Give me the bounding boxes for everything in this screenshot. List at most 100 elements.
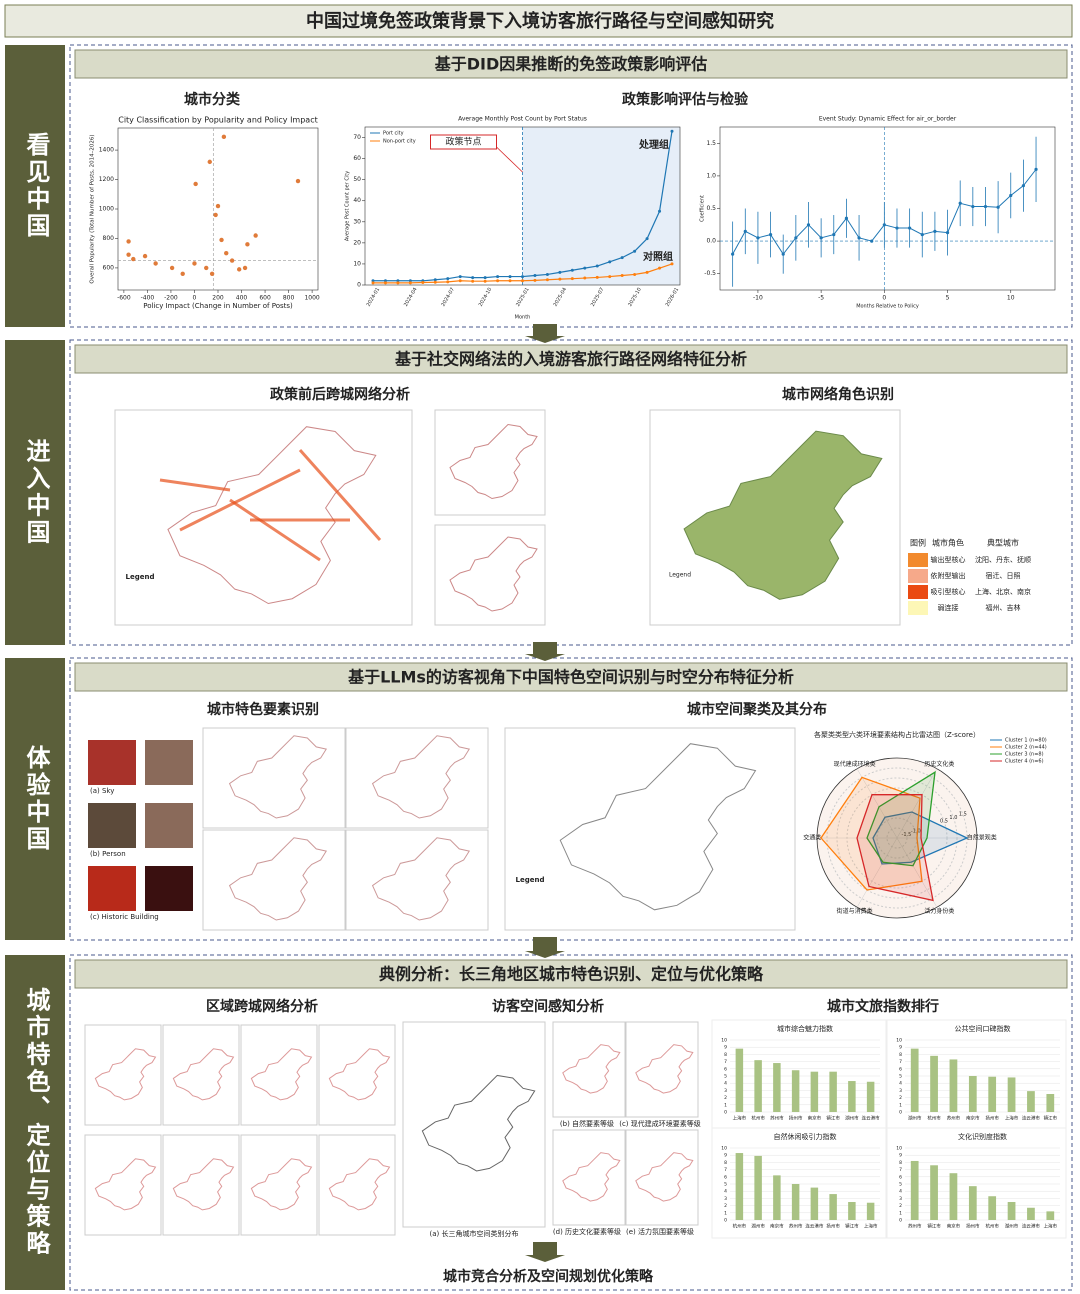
y-tick-label: 1000	[99, 206, 114, 213]
legend-text: Port city	[383, 131, 404, 137]
panel-title: 城市特色要素识别	[207, 701, 319, 718]
point	[583, 276, 587, 280]
x-tick-label: 湖州市	[751, 1223, 765, 1230]
radar-area	[820, 776, 923, 891]
radar-axis	[856, 768, 898, 839]
x-tick-label: 2024-04	[403, 287, 419, 308]
point	[806, 223, 811, 227]
bar	[848, 1081, 856, 1112]
point	[731, 252, 735, 256]
x-tick-label: 扬州市	[985, 1115, 999, 1122]
bar	[910, 1048, 919, 1112]
label: 吸引型核心	[931, 587, 966, 596]
x-tick-label: -5	[818, 295, 824, 302]
bar	[754, 1155, 762, 1220]
y-tick-label: 1	[899, 1210, 902, 1216]
x-tick-label: 杭州市	[927, 1115, 941, 1122]
x-tick-label: 湖州市	[1005, 1223, 1019, 1230]
y-tick-label: 2	[724, 1095, 727, 1101]
point	[221, 134, 227, 140]
point	[882, 223, 886, 227]
bar	[773, 1063, 781, 1112]
x-tick-label: 10	[1007, 295, 1015, 302]
bar	[810, 1071, 819, 1112]
section-header-bg	[74, 959, 1068, 989]
caption: (c) 现代建成环境要素等级	[619, 1119, 701, 1128]
y-tick-label: 0.5	[706, 205, 716, 212]
point	[446, 277, 450, 281]
point	[245, 242, 250, 247]
x-tick-label: 南京市	[770, 1223, 784, 1230]
x-tick-label: 2025-01	[515, 287, 531, 308]
legend-swatch	[908, 569, 928, 583]
x-tick-label: 连云港市	[805, 1223, 823, 1230]
point	[545, 278, 549, 282]
label: 典型城市	[987, 538, 1019, 548]
map	[449, 423, 538, 500]
y-tick-label: 3	[899, 1196, 902, 1202]
point	[383, 279, 387, 283]
photo-caption: (c) Historic Building	[90, 913, 159, 921]
point	[819, 236, 823, 240]
y-tick-label: 0	[724, 1218, 727, 1224]
annotation: 处理组	[638, 138, 669, 151]
flow-line	[159, 478, 231, 492]
map	[250, 1048, 313, 1101]
point	[458, 279, 462, 283]
y-tick-label: 3	[899, 1088, 902, 1094]
radar-axis	[896, 837, 938, 908]
section-label-bg	[5, 658, 65, 940]
legend-text: Non-port city	[383, 139, 416, 145]
point	[908, 226, 912, 230]
panel-title: 城市文旅指数排行	[827, 998, 939, 1015]
chart-title: 自然休闲吸引力指数	[774, 1132, 837, 1141]
y-tick-label: 5	[899, 1182, 902, 1188]
bar	[810, 1187, 819, 1220]
point	[857, 236, 861, 240]
photo	[88, 740, 136, 785]
point	[508, 275, 512, 279]
section-frame	[69, 657, 1073, 941]
y-tick-label: 0	[899, 1218, 902, 1224]
section-label-bg	[5, 955, 65, 1290]
x-tick-label: 2025-04	[552, 287, 568, 308]
point	[768, 232, 773, 237]
y-tick-label: 3	[724, 1196, 727, 1202]
point	[1021, 184, 1025, 188]
x-tick-label: 连云港市	[1022, 1223, 1040, 1230]
y-tick-label: 7	[724, 1059, 727, 1065]
point	[219, 237, 224, 243]
section-header: 基于社交网络法的入境游客旅行路径网络特征分析	[394, 350, 747, 369]
point	[207, 159, 212, 165]
y-tick-label: 6	[724, 1066, 727, 1072]
bar	[754, 1060, 762, 1112]
point	[153, 261, 158, 266]
caption: (a) 长三角城市空间类别分布	[430, 1229, 519, 1238]
bar	[773, 1175, 781, 1220]
point	[433, 278, 437, 282]
map	[371, 837, 471, 921]
point	[971, 204, 975, 209]
bar	[1007, 1077, 1016, 1112]
point	[229, 258, 235, 263]
point	[242, 265, 248, 271]
point	[645, 270, 649, 274]
point	[608, 275, 612, 279]
x-tick-label: -200	[164, 295, 178, 302]
legend-swatch	[908, 585, 928, 599]
map	[94, 1048, 157, 1101]
y-tick-label: 7	[899, 1167, 902, 1173]
y-tick-label: 2	[724, 1203, 727, 1209]
point	[645, 237, 649, 241]
x-tick-label: 扬州市	[826, 1223, 840, 1230]
bar	[930, 1165, 938, 1220]
photo-caption: (b) Person	[90, 850, 126, 858]
point	[933, 229, 937, 233]
y-tick-label: 1.0	[706, 172, 716, 179]
section-header: 基于DID因果推断的免签政策影响评估	[434, 55, 708, 74]
point	[570, 268, 574, 272]
annotation-arrow	[496, 146, 523, 173]
chart-title: City Classification by Popularity and Po…	[118, 116, 318, 125]
map	[250, 1158, 313, 1211]
